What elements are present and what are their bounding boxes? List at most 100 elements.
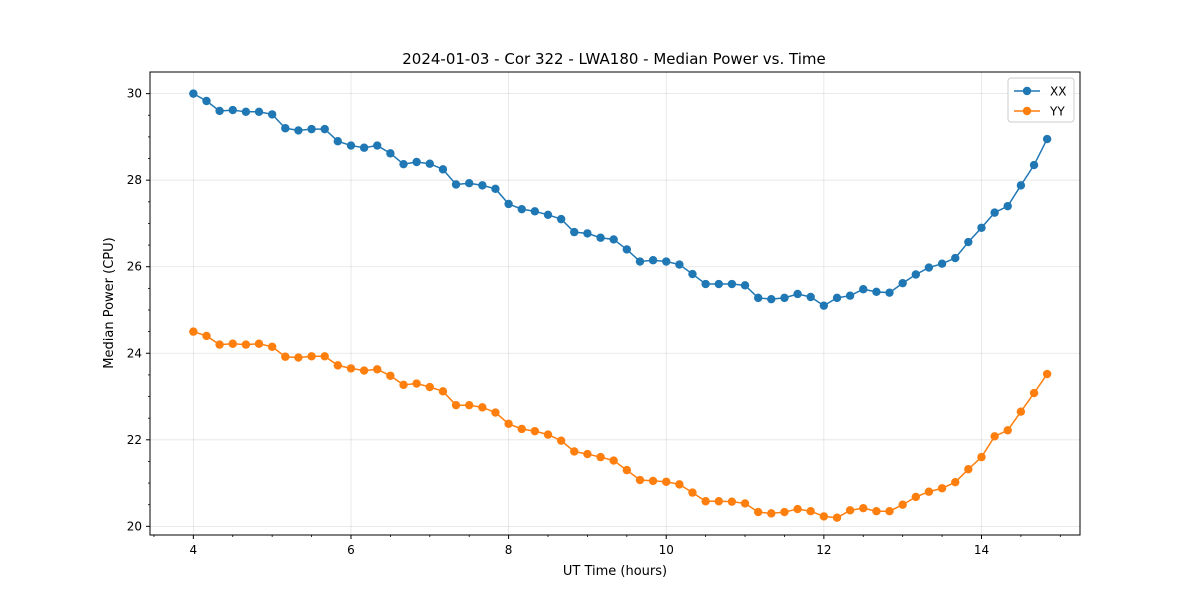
data-point-yy bbox=[438, 387, 448, 396]
data-point-yy bbox=[504, 419, 513, 428]
data-point-yy bbox=[872, 507, 881, 516]
x-tick-label: 10 bbox=[659, 543, 674, 557]
data-point-xx bbox=[635, 257, 645, 266]
x-axis: 4 6 8 10 12 14 bbox=[153, 535, 1061, 557]
data-point-xx bbox=[622, 245, 632, 254]
x-tick-label: 8 bbox=[505, 543, 513, 557]
data-point-xx bbox=[570, 227, 579, 237]
data-point-yy bbox=[412, 379, 421, 388]
data-point-yy bbox=[990, 432, 999, 441]
data-point-yy bbox=[898, 500, 907, 509]
data-point-xx bbox=[1029, 160, 1039, 170]
data-point-xx bbox=[951, 253, 960, 263]
data-point-xx bbox=[727, 279, 737, 289]
data-point-yy bbox=[701, 497, 710, 506]
data-point-xx bbox=[438, 165, 448, 174]
data-point-yy bbox=[754, 507, 763, 517]
data-point-xx bbox=[780, 293, 789, 303]
chart-title: 2024-01-03 - Cor 322 - LWA180 - Median P… bbox=[402, 50, 826, 68]
data-point-yy bbox=[1029, 388, 1039, 398]
data-point-xx bbox=[333, 137, 343, 146]
data-point-xx bbox=[241, 107, 251, 117]
data-point-yy bbox=[806, 507, 815, 516]
data-point-xx bbox=[662, 257, 671, 266]
data-point-xx bbox=[1016, 181, 1026, 190]
data-point-yy bbox=[530, 426, 540, 436]
data-point-yy bbox=[740, 499, 750, 508]
data-point-xx bbox=[583, 229, 592, 238]
data-point-yy bbox=[924, 487, 934, 496]
data-point-xx bbox=[543, 210, 553, 219]
data-point-yy bbox=[714, 497, 723, 506]
data-point-yy bbox=[648, 476, 658, 486]
y-tick-label: 28 bbox=[127, 173, 142, 187]
data-point-yy bbox=[675, 480, 684, 489]
data-point-xx bbox=[596, 233, 605, 242]
data-point-xx bbox=[294, 126, 303, 135]
data-point-yy bbox=[189, 327, 198, 336]
x-tick-label: 6 bbox=[347, 543, 355, 557]
y-tick-label: 26 bbox=[127, 260, 142, 274]
x-tick-label: 4 bbox=[190, 543, 198, 557]
data-point-yy bbox=[977, 452, 986, 462]
data-point-yy bbox=[556, 436, 566, 445]
data-point-yy bbox=[333, 361, 343, 370]
data-point-xx bbox=[648, 256, 658, 265]
data-point-xx bbox=[412, 157, 421, 167]
data-point-xx bbox=[425, 159, 434, 168]
data-point-yy bbox=[662, 477, 671, 486]
data-point-yy bbox=[543, 430, 553, 439]
data-point-yy bbox=[951, 478, 960, 487]
data-point-xx bbox=[346, 141, 356, 150]
data-point-yy bbox=[767, 509, 776, 518]
data-point-xx bbox=[281, 124, 290, 133]
data-point-yy bbox=[386, 371, 395, 380]
data-point-xx bbox=[254, 107, 264, 117]
data-point-yy bbox=[517, 424, 526, 434]
plot-frame bbox=[149, 71, 1081, 536]
data-point-yy bbox=[780, 507, 789, 517]
legend: XX YY bbox=[1007, 77, 1075, 123]
data-point-xx bbox=[1003, 201, 1012, 211]
data-point-yy bbox=[359, 366, 369, 375]
data-point-yy bbox=[215, 340, 224, 349]
data-point-xx bbox=[491, 184, 500, 194]
data-point-yy bbox=[596, 452, 605, 462]
data-point-yy bbox=[688, 488, 697, 497]
data-point-yy bbox=[491, 408, 500, 417]
y-axis-label: Median Power (CPU) bbox=[102, 237, 117, 368]
data-point-yy bbox=[241, 340, 251, 349]
data-point-yy bbox=[859, 503, 868, 513]
data-point-yy bbox=[570, 447, 579, 456]
data-point-xx bbox=[530, 207, 540, 216]
data-point-xx bbox=[451, 180, 461, 189]
data-point-yy bbox=[478, 403, 487, 412]
data-point-yy bbox=[727, 497, 737, 506]
data-point-xx bbox=[754, 293, 763, 303]
data-point-yy bbox=[373, 365, 382, 374]
data-point-xx bbox=[504, 199, 513, 209]
data-point-xx bbox=[898, 278, 907, 288]
legend-marker-yy bbox=[1022, 106, 1032, 116]
data-point-xx bbox=[399, 159, 408, 169]
data-point-xx bbox=[359, 143, 369, 152]
series-xx bbox=[189, 89, 1052, 310]
data-point-xx bbox=[845, 291, 855, 300]
data-point-xx bbox=[609, 235, 618, 244]
data-point-yy bbox=[254, 339, 264, 348]
x-tick-label: 14 bbox=[974, 543, 989, 557]
data-point-xx bbox=[832, 293, 842, 303]
data-point-xx bbox=[464, 179, 474, 188]
x-axis-label: UT Time (hours) bbox=[563, 564, 667, 579]
data-point-yy bbox=[294, 353, 303, 362]
data-point-yy bbox=[281, 352, 290, 361]
data-point-yy bbox=[307, 352, 316, 361]
y-axis: 20 22 24 26 28 30 bbox=[127, 87, 150, 533]
x-tick-label: 12 bbox=[816, 543, 831, 557]
data-point-yy bbox=[1042, 369, 1052, 379]
data-point-xx bbox=[964, 237, 973, 247]
legend-label-yy: YY bbox=[1049, 105, 1065, 119]
data-point-xx bbox=[373, 141, 382, 150]
